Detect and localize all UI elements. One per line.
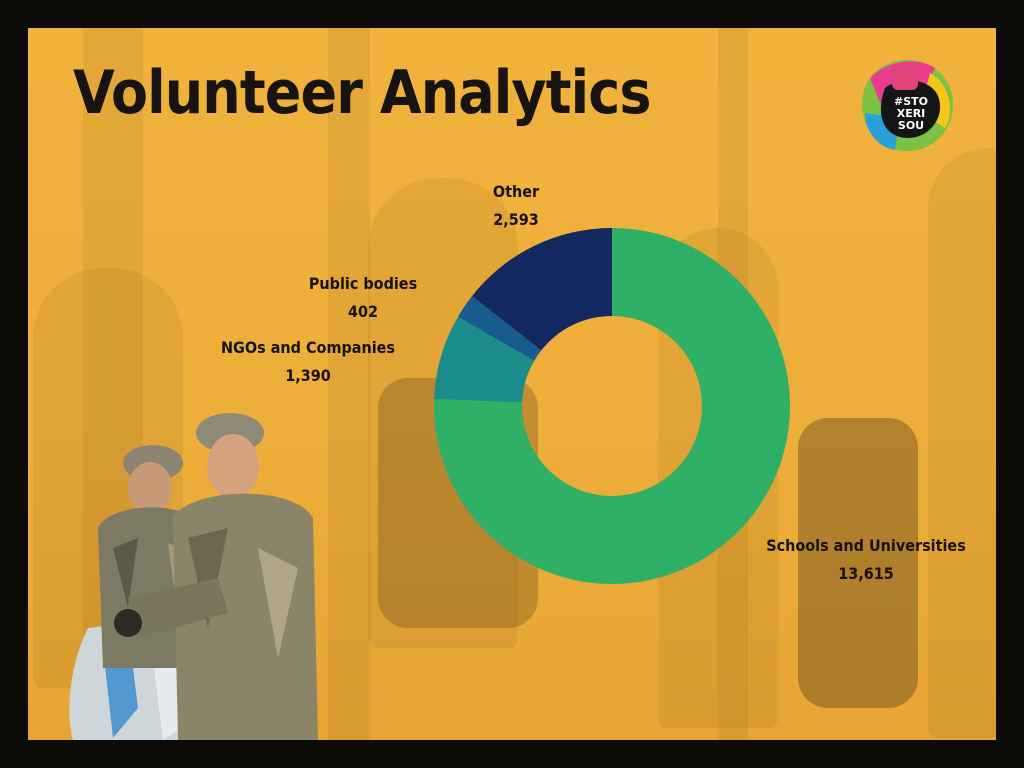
slice-value: 402 [347, 302, 379, 321]
logo-text: SOU [898, 119, 924, 132]
slide: Volunteer Analytics #STO XERI SOU [28, 28, 996, 740]
logo-text: #STO [894, 95, 928, 108]
soldiers-photo [69, 413, 318, 740]
label-other: Other 2,593 [480, 178, 552, 234]
slice-value: 2,593 [493, 210, 539, 229]
background-volunteer [928, 148, 996, 738]
slice-value: 1,390 [285, 366, 331, 385]
sto-xeri-sou-logo: #STO XERI SOU [862, 60, 953, 151]
background-tree [328, 28, 370, 740]
slice-value: 13,615 [838, 564, 894, 583]
background-trash-bag [798, 418, 918, 708]
slice-label: Other [492, 182, 540, 201]
donut-slices [434, 228, 791, 585]
label-ngos-companies: NGOs and Companies 1,390 [209, 334, 407, 390]
slice-other [472, 228, 612, 351]
slice-label: Schools and Universities [766, 536, 966, 555]
slice-label: NGOs and Companies [220, 338, 396, 357]
donut-chart [434, 228, 791, 585]
slice-public-bodies [458, 296, 542, 361]
label-schools-universities: Schools and Universities 13,615 [758, 532, 974, 588]
label-public-bodies: Public bodies 402 [296, 270, 431, 326]
logo-text: XERI [897, 107, 926, 120]
slice-schools-universities [434, 228, 791, 585]
slice-ngos-companies [434, 316, 535, 403]
page-title: Volunteer Analytics [73, 58, 651, 128]
slice-label: Public bodies [308, 274, 418, 293]
